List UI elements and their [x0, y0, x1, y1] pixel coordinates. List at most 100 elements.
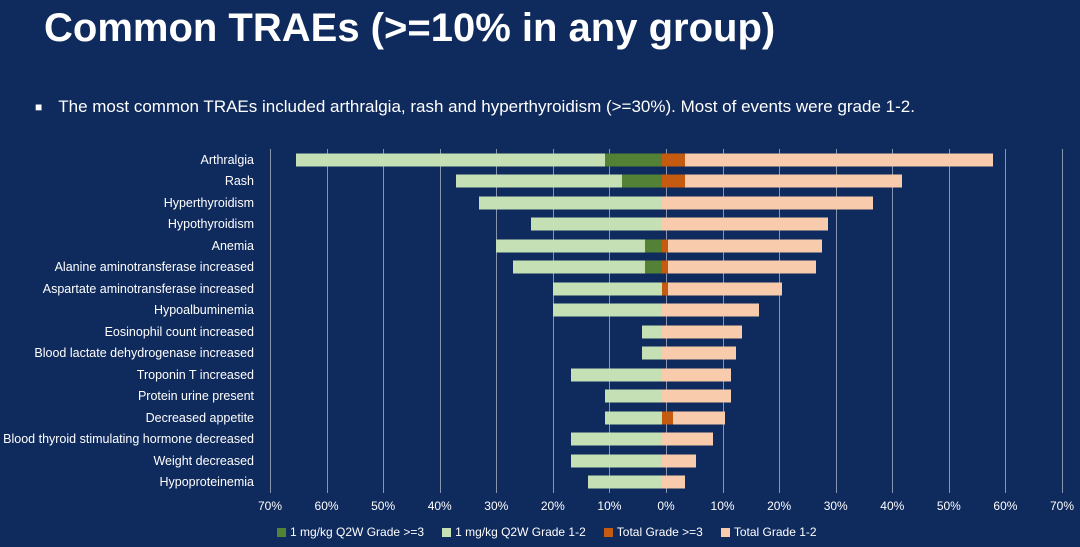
- legend-label: Total Grade >=3: [616, 525, 703, 539]
- bar-track: [262, 386, 1062, 408]
- legend-label: 1 mg/kg Q2W Grade >=3: [290, 525, 425, 539]
- bar-track: [262, 192, 1062, 214]
- bar-q2w-grade12: [513, 260, 645, 274]
- bar-q2w-grade12: [496, 239, 645, 253]
- bar-total-grade12: [673, 411, 725, 425]
- x-axis-tick: 60%: [314, 499, 339, 513]
- chart-row: Anemia: [0, 235, 1062, 257]
- bar-total-grade12: [662, 368, 731, 382]
- bar-q2w-grade12: [456, 174, 622, 188]
- legend-item: 1 mg/kg Q2W Grade >=3: [277, 525, 424, 539]
- bar-track: [262, 171, 1062, 193]
- gridline: [892, 149, 894, 493]
- gridline: [270, 149, 271, 493]
- bar-total-grade3plus: [662, 282, 668, 296]
- bar-total-grade12: [662, 475, 685, 489]
- bar-q2w-grade12: [530, 217, 662, 231]
- chart-row: Hypothyroidism: [0, 214, 1062, 236]
- gridline: [835, 149, 837, 493]
- category-label: Hypothyroidism: [167, 217, 254, 232]
- category-label: Protein urine present: [137, 389, 254, 404]
- bar-track: [262, 214, 1062, 236]
- bar-q2w-grade3plus: [622, 174, 662, 188]
- x-axis-tick: 10%: [597, 499, 622, 513]
- bar-track: [262, 407, 1062, 429]
- legend-item: Total Grade >=3: [603, 525, 703, 539]
- bar-total-grade12: [684, 153, 994, 167]
- x-axis-tick: 60%: [993, 499, 1018, 513]
- x-axis-tick: 0%: [657, 499, 675, 513]
- x-axis-tick: 50%: [936, 499, 961, 513]
- bar-total-grade12: [662, 346, 737, 360]
- legend-label: 1 mg/kg Q2W Grade 1-2: [455, 525, 586, 539]
- x-axis-tick: 40%: [880, 499, 905, 513]
- bar-total-grade12: [662, 196, 874, 210]
- bar-q2w-grade12: [642, 325, 662, 339]
- category-label: Anemia: [211, 238, 254, 253]
- legend-item: Total Grade 1-2: [720, 525, 817, 539]
- bar-track: [262, 321, 1062, 343]
- category-label: Alanine aminotransferase increased: [54, 260, 254, 275]
- x-axis-tick: 70%: [257, 499, 283, 513]
- chart-rows: Arthralgia Rash Hyperthyroidism Hypothyroid…: [0, 149, 1062, 493]
- x-axis-tick: 10%: [710, 499, 735, 513]
- x-axis-tick: 70%: [1049, 499, 1075, 513]
- chart-row: Decreased appetite: [0, 407, 1062, 429]
- chart-row: Aspartate aminotransferase increased: [0, 278, 1062, 300]
- bar-total-grade12: [667, 282, 782, 296]
- legend-swatch-icon: [277, 527, 286, 537]
- gridline: [383, 149, 385, 493]
- bar-track: [262, 364, 1062, 386]
- bar-total-grade12: [684, 174, 902, 188]
- page-title: Common TRAEs (>=10% in any group): [44, 6, 776, 50]
- chart-row: Arthralgia: [0, 149, 1062, 171]
- bar-track: [262, 343, 1062, 365]
- gridline: [1062, 149, 1063, 493]
- chart-row: Blood thyroid stimulating hormone decrea…: [0, 429, 1062, 451]
- bar-track: [262, 278, 1062, 300]
- bar-q2w-grade12: [642, 346, 662, 360]
- bar-q2w-grade12: [604, 389, 662, 403]
- bar-q2w-grade12: [587, 475, 662, 489]
- bar-track: [262, 472, 1062, 494]
- bar-total-grade12: [662, 325, 742, 339]
- bar-total-grade3plus: [662, 411, 674, 425]
- bar-q2w-grade12: [553, 303, 662, 317]
- x-axis-tick: 20%: [767, 499, 792, 513]
- bar-total-grade3plus: [662, 239, 668, 253]
- category-label: Aspartate aminotransferase increased: [42, 281, 254, 296]
- category-label: Troponin T increased: [136, 367, 254, 382]
- chart-row: Hypoproteinemia: [0, 472, 1062, 494]
- gridline: [779, 149, 781, 493]
- bar-q2w-grade12: [296, 153, 605, 167]
- category-label: Blood lactate dehydrogenase increased: [34, 346, 254, 361]
- category-label: Rash: [224, 174, 254, 189]
- bar-q2w-grade12: [570, 368, 662, 382]
- legend-label: Total Grade 1-2: [733, 525, 817, 539]
- chart-legend: 1 mg/kg Q2W Grade >=3 1 mg/kg Q2W Grade 1…: [277, 523, 817, 541]
- bar-q2w-grade12: [553, 282, 662, 296]
- category-label: Arthralgia: [200, 152, 255, 167]
- gridline: [948, 149, 950, 493]
- bar-total-grade12: [667, 260, 817, 274]
- gridline: [552, 149, 554, 493]
- bar-q2w-grade12: [604, 411, 662, 425]
- legend-swatch-icon: [603, 527, 613, 537]
- chart-row: Alanine aminotransferase increased: [0, 257, 1062, 279]
- bar-total-grade12: [662, 303, 760, 317]
- x-axis-tick-labels: 70% 60% 50% 40% 30% 20% 10% 0% 10% 20% 30% 40% 50% 60…: [258, 499, 1074, 515]
- category-label: Weight decreased: [153, 453, 254, 468]
- bullet-text: The most common TRAEs included arthralgi…: [58, 97, 915, 116]
- bullet-line: ■ The most common TRAEs included arthral…: [35, 97, 1055, 117]
- bar-q2w-grade12: [570, 432, 662, 446]
- x-axis-tick: 50%: [371, 499, 396, 513]
- x-axis-tick: 30%: [484, 499, 509, 513]
- x-axis-tick: 20%: [540, 499, 565, 513]
- legend-item: 1 mg/kg Q2W Grade 1-2: [442, 525, 586, 539]
- bar-track: [262, 429, 1062, 451]
- bar-track: [262, 149, 1062, 171]
- chart-row: Rash: [0, 171, 1062, 193]
- gridline: [1005, 149, 1007, 493]
